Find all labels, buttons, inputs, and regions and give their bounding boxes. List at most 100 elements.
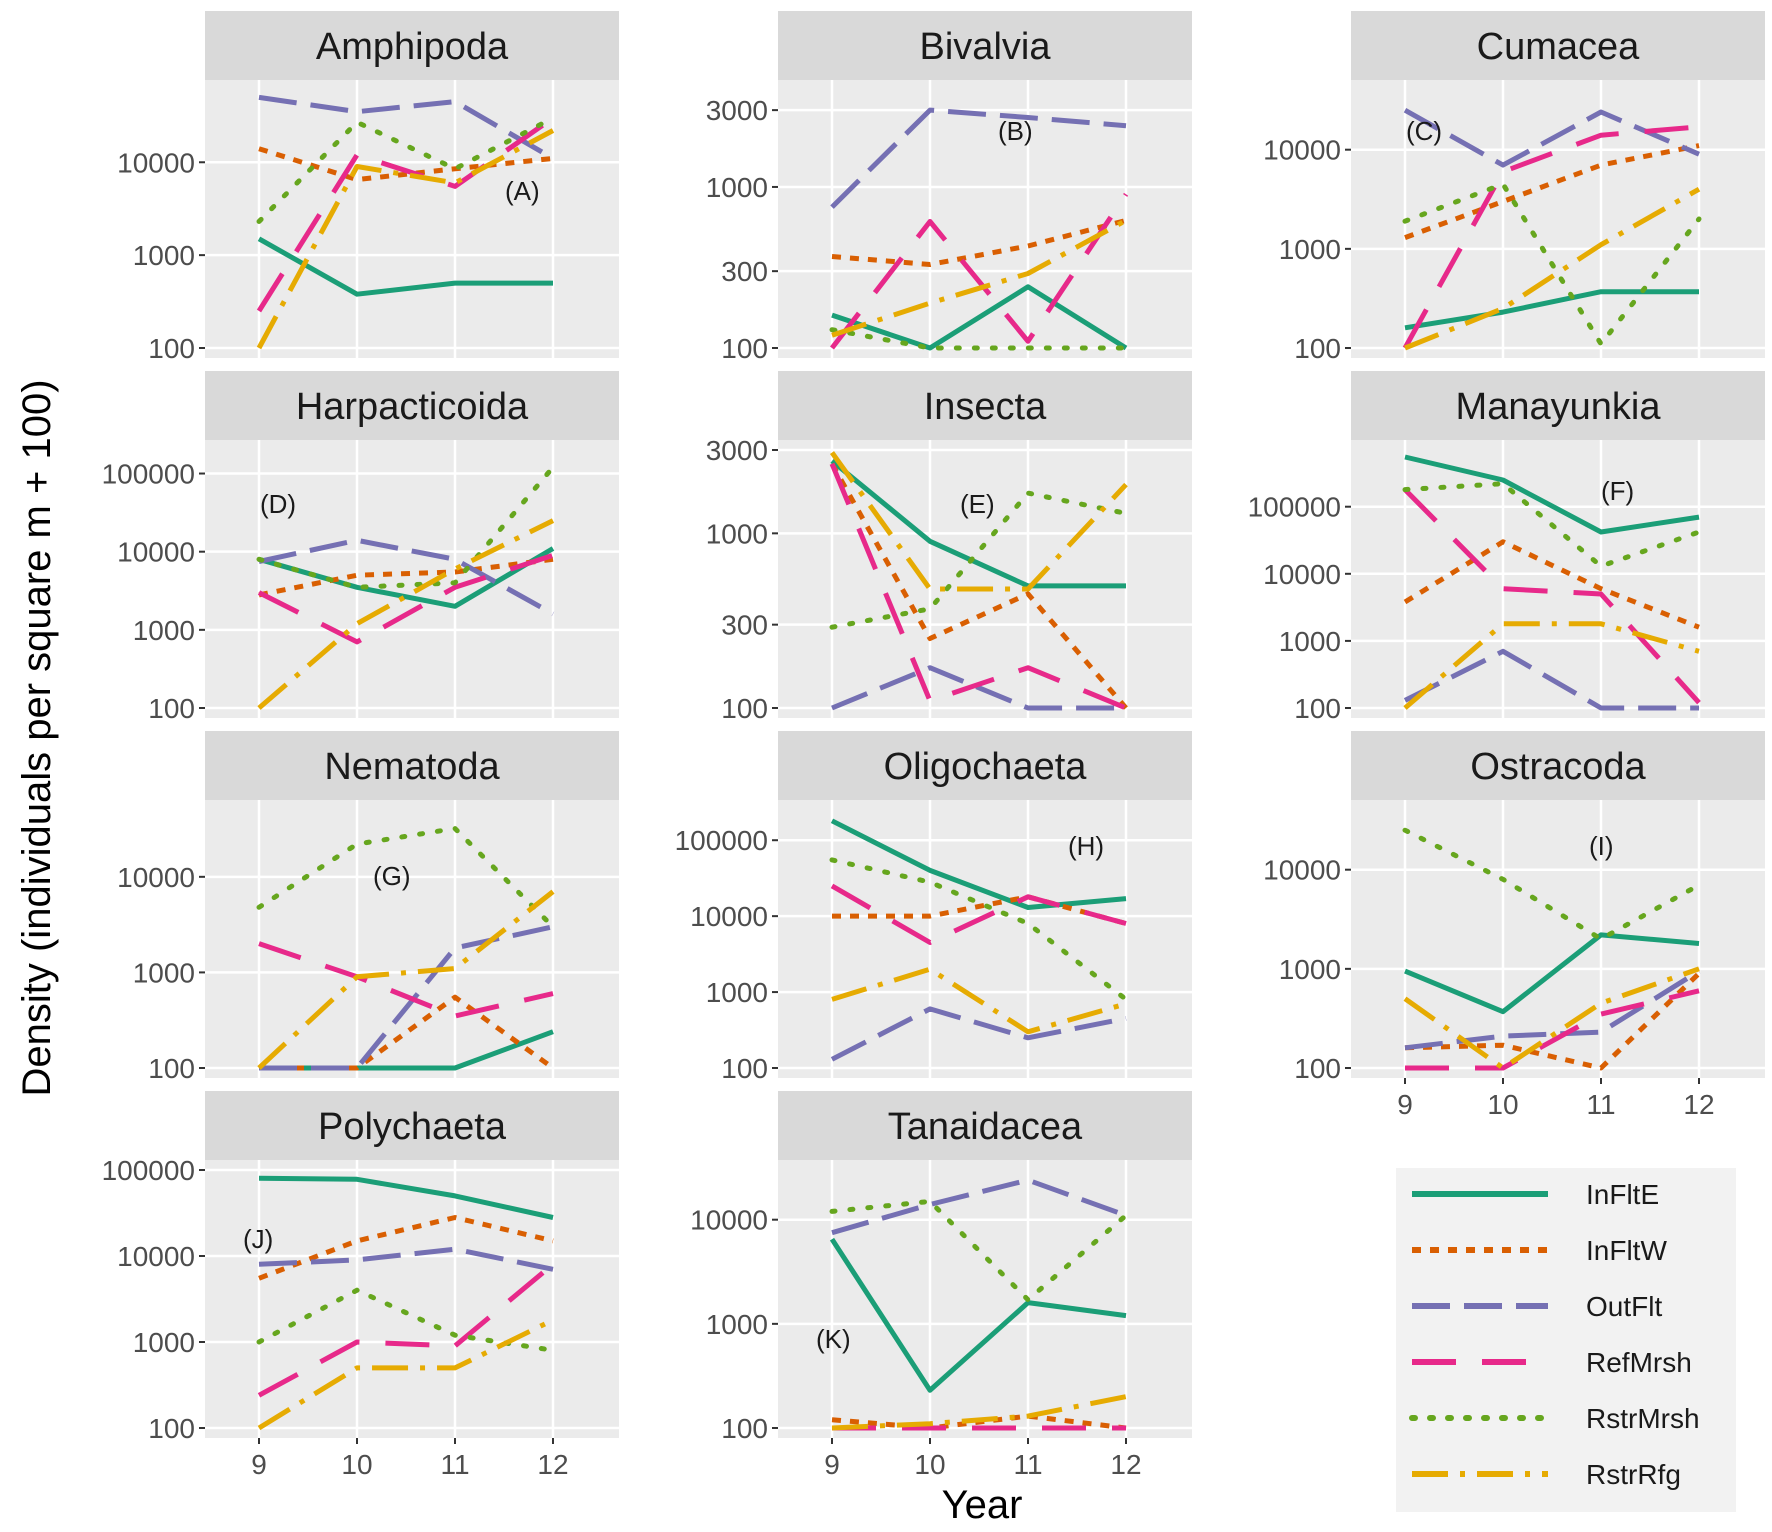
y-tick-label: 100000: [675, 825, 768, 856]
series-line-inflte: [259, 1029, 554, 1071]
series-line-infltw: [1404, 971, 1701, 1071]
y-tick-label: 10000: [117, 537, 195, 568]
x-tick-label: 12: [1683, 1089, 1714, 1120]
x-tick-label: 10: [1487, 1089, 1518, 1120]
panel-background: [778, 1160, 1192, 1438]
x-tick-label: 9: [1397, 1089, 1413, 1120]
series-line-refmrsh: [258, 941, 554, 1019]
facet-strip: [778, 731, 1192, 800]
series-line-rstrrfg: [831, 966, 1127, 1035]
panel-label: (G): [373, 861, 411, 891]
y-tick-label: 10000: [1263, 559, 1341, 590]
x-tick-label: 9: [824, 1449, 840, 1480]
panel-background: [1351, 80, 1765, 358]
panel-label: (K): [816, 1324, 851, 1354]
y-tick-label: 100: [1294, 1053, 1341, 1084]
x-tick-label: 12: [1110, 1449, 1141, 1480]
panel-background: [1351, 800, 1765, 1078]
legend-item-outflt: OutFlt: [1412, 1291, 1662, 1322]
x-tick-label: 11: [1013, 1449, 1042, 1480]
series-line-infltw: [258, 556, 554, 598]
series-line-refmrsh: [830, 883, 1127, 945]
facet-panel-harpacticoida: Harpacticoida 100 1000 10000 100000 (D): [102, 371, 619, 724]
series-line-outflt: [831, 665, 1126, 711]
panel-label: (J): [243, 1224, 273, 1254]
facet-title: Cumacea: [1477, 26, 1640, 68]
y-tick-label: 1000: [133, 1327, 195, 1358]
panel-label: (E): [960, 489, 995, 519]
y-tick-label: 3000: [706, 95, 768, 126]
facet-panel-insecta: Insecta 100 300 1000 3000 (E): [706, 371, 1192, 724]
y-tick-label: 1000: [706, 977, 768, 1008]
y-tick-label: 100: [1294, 333, 1341, 364]
facet-panel-polychaeta: Polychaeta 100 1000 10000 100000 (J) 9 10 11 12: [102, 1091, 619, 1480]
series-line-rstrmrsh: [256, 826, 556, 930]
panel-background: [205, 440, 619, 718]
series-line-rstrrfg: [257, 1317, 555, 1431]
y-tick-label: 10000: [1263, 135, 1341, 166]
series-line-refmrsh: [257, 552, 554, 645]
series-line-inflte: [257, 236, 553, 297]
facet-strip: [1351, 371, 1765, 440]
y-tick-label: 300: [721, 610, 768, 641]
panel-label: (B): [998, 116, 1033, 146]
series-line-inflte: [831, 284, 1128, 351]
facet-title: Polychaeta: [318, 1106, 507, 1148]
panel-label: (C): [1406, 116, 1442, 146]
y-tick-label: 100: [148, 1413, 195, 1444]
y-tick-label: 3000: [706, 435, 768, 466]
series-line-rstrmrsh: [829, 327, 1129, 351]
series-line-inflte: [1404, 454, 1700, 535]
facet-panels: Amphipoda 100 1000 10000 (A) Bivalvia 100 300 10…: [102, 11, 1765, 1480]
y-tick-label: 100: [721, 693, 768, 724]
series-line-rstrmrsh: [1402, 481, 1702, 569]
panel-label: (F): [1601, 476, 1634, 506]
series-line-infltw: [1403, 539, 1700, 630]
series-line-inflte: [829, 1237, 1127, 1393]
facet-strip: [205, 731, 619, 800]
y-tick-label: 1000: [133, 240, 195, 271]
series-line-inflte: [1404, 932, 1700, 1015]
series-line-outflt: [830, 1006, 1127, 1062]
series-line-inflte: [830, 818, 1127, 910]
facet-title: Ostracoda: [1470, 746, 1646, 788]
series-line-refmrsh: [1402, 124, 1700, 350]
y-tick-label: 1000: [706, 518, 768, 549]
x-tick-label: 10: [341, 1449, 372, 1480]
panel-label: (I): [1589, 831, 1614, 861]
series-line-rstrrfg: [257, 889, 555, 1070]
y-tick-label: 1000: [1279, 626, 1341, 657]
series-line-inflte: [258, 546, 555, 609]
series-line-refmrsh: [1403, 487, 1701, 705]
series-line-infltw: [829, 462, 1128, 710]
series-line-inflte: [1404, 289, 1699, 331]
facet-strip: [205, 11, 619, 80]
y-tick-label: 100000: [102, 1155, 195, 1186]
facet-strip: [778, 11, 1192, 80]
series-line-rstrrfg: [831, 218, 1128, 338]
y-tick-label: 1000: [133, 615, 195, 646]
series-line-rstrrfg: [1403, 966, 1700, 1071]
panel-label: (H): [1068, 831, 1104, 861]
y-tick-label: 10000: [117, 862, 195, 893]
y-tick-label: 100: [721, 1053, 768, 1084]
y-axis-title: Density (individuals per square m + 100): [15, 379, 59, 1096]
series-line-refmrsh: [1405, 988, 1700, 1071]
series-line-infltw: [832, 894, 1127, 926]
legend-item-rstrrfg: RstrRfg: [1412, 1459, 1681, 1490]
series-line-inflte: [830, 458, 1126, 589]
legend-item-inflte: InFltE: [1412, 1179, 1659, 1210]
x-tick-label: 12: [537, 1449, 568, 1480]
facet-strip: [1351, 11, 1765, 80]
y-tick-label: 10000: [690, 1205, 768, 1236]
facet-panel-manayunkia: Manayunkia 100 1000 10000 100000 (F): [1248, 371, 1765, 724]
series-line-rstrrfg: [1404, 187, 1701, 351]
x-tick-label: 9: [251, 1449, 267, 1480]
facet-panel-ostracoda: Ostracoda 100 1000 10000 (I) 9 10 11 12: [1263, 731, 1765, 1120]
series-line-outflt: [1403, 648, 1699, 711]
facet-strip: [778, 1091, 1192, 1160]
series-line-inflte: [258, 1175, 554, 1220]
panel-label: (D): [260, 489, 296, 519]
y-tick-label: 1000: [706, 172, 768, 203]
